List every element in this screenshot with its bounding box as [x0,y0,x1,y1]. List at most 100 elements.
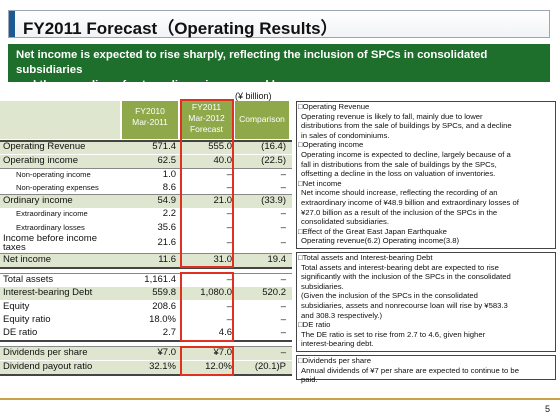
comparison-value: 520.2 [262,287,286,298]
fy2010-value: ¥7.0 [157,347,177,358]
row-label: Operating income [3,155,78,166]
comparison-value: – [280,314,286,325]
comparison-value: – [280,237,286,248]
table-row: Operating Revenue 571.4 555.0 (16.4) [0,141,292,154]
fy2010-value: 8.6 [162,182,176,193]
forecast-highlight-top [180,99,234,268]
comparison-value: (33.9) [261,195,286,206]
note-text: in sales of condominiums. [301,130,390,140]
note-heading: □Net income [298,178,342,188]
fy2011-forecast-value: 31.0 [213,254,233,265]
comparison-value: (22.5) [261,155,286,166]
table-row: Net income 11.6 31.0 19.4 [0,254,292,267]
row-label: Non-operating income [16,170,91,179]
fy2010-value: 54.9 [157,195,177,206]
fy2011-forecast-value: 4.6 [218,327,232,338]
notes-box-operating: □Operating Revenue Operating revenue is l… [296,101,556,249]
table-row: Extraordinary losses 35.6 – – [0,222,292,235]
banner-line-1: Net income is expected to rise sharply, … [16,49,488,76]
row-label: Ordinary income [3,195,73,206]
note-text: subsidiaries. [301,281,344,291]
table-row: Income before income taxes 21.6 – – [0,233,292,253]
note-text: extraordinary income of ¥48.9 billion an… [301,197,519,207]
header-fy2010: FY2010 Mar-2011 [122,101,178,139]
table-divider [0,273,292,274]
fy2011-forecast-value: 12.0% [205,361,232,372]
table-divider [0,267,292,269]
row-label: Extraordinary income [16,209,88,218]
fy2010-value: 208.6 [152,301,176,312]
table-row: Extraordinary income 2.2 – – [0,208,292,221]
fy2011-forecast-value: – [226,222,232,233]
row-label: Equity [3,301,30,312]
fy2010-value: 1,161.4 [144,274,176,285]
table-row: Dividends per share ¥7.0 ¥7.0 – [0,347,292,360]
note-text: (Given the inclusion of the SPCs in the … [301,291,478,301]
footer-divider [0,398,560,400]
comparison-value: – [280,301,286,312]
header-comparison-label: Comparison [239,114,285,124]
table-divider [0,253,292,254]
slide-title-bar: FY2011 Forecast（Operating Results） [8,10,550,38]
comparison-value: (16.4) [261,141,286,152]
table-row: Ordinary income 54.9 21.0 (33.9) [0,195,292,208]
table-divider [0,340,292,342]
fy2010-value: 2.2 [162,208,176,219]
fy2010-value: 32.1% [149,361,176,372]
header-fy2011: FY2011 Mar-2012 Forecast [180,101,233,139]
row-label: Net income [3,254,52,265]
summary-banner: Net income is expected to rise sharply, … [8,44,550,91]
note-text: paid. [301,375,318,385]
title-accent [9,11,15,37]
fy2011-forecast-value: – [226,169,232,180]
note-text: The DE ratio is set to rise from 2.7 to … [301,329,486,339]
comparison-value: (20.1)P [254,361,286,372]
table-row: Equity 208.6 – – [0,301,292,314]
comparison-value: – [280,222,286,233]
notes-box-dividends: □Dividends per share Annual dividends of … [296,355,556,384]
note-text: fall in distributions from the sale of b… [301,159,497,169]
slide-title: FY2011 Forecast（Operating Results） [23,19,338,38]
fy2011-forecast-value: 40.0 [213,155,233,166]
note-text: and 308.3 respectively.) [301,310,383,320]
fy2010-value: 21.6 [157,237,177,248]
header-fy2010-line2: Mar-2011 [132,117,168,127]
forecast-highlight-middle [180,272,234,342]
fy2011-forecast-value: ¥7.0 [213,347,233,358]
note-text: Operating revenue(6.2) Operating income(… [301,236,460,246]
fy2011-forecast-value: – [226,314,232,325]
table-row: Total assets 1,161.4 – – [0,274,292,287]
row-label: Extraordinary losses [16,223,85,232]
fy2010-value: 11.6 [158,254,176,265]
header-fy2011-line1: FY2011 [191,102,222,112]
comparison-value: – [280,347,286,358]
row-label: Income before income taxes [3,233,97,253]
table-divider [0,194,292,195]
comparison-value: – [280,169,286,180]
table-divider [0,374,292,376]
note-heading: □Operating income [298,140,364,150]
table-divider [0,140,292,142]
forecast-highlight-bottom [180,346,234,376]
row-label: Dividend payout ratio [3,361,93,372]
comparison-value: – [280,274,286,285]
fy2010-value: 35.6 [157,222,177,233]
fy2011-forecast-value: – [226,274,232,285]
note-text: distributions from the sale of buildings… [301,121,512,131]
banner-line-2: and the recording of extraordinary incom… [16,79,311,91]
table-divider [0,346,292,347]
table-row: Non-operating income 1.0 – – [0,169,292,182]
unit-label: (¥ billion) [235,91,272,101]
row-label: DE ratio [3,327,38,338]
notes-box-assets: □Total assets and Interest-bearing Debt T… [296,252,556,352]
row-label: Operating Revenue [3,141,86,152]
fy2011-forecast-value: – [226,182,232,193]
note-text: subsidiaries, assets and nonrecourse loa… [301,300,508,310]
header-fy2011-line2: Mar-2012 [188,113,225,123]
fy2011-forecast-value: 555.0 [208,141,232,152]
table-row: Dividend payout ratio 32.1% 12.0% (20.1)P [0,361,292,374]
fy2010-value: 1.0 [162,169,176,180]
fy2011-forecast-value: – [226,237,232,248]
fy2011-forecast-value: 21.0 [213,195,233,206]
fy2010-value: 2.7 [162,327,176,338]
